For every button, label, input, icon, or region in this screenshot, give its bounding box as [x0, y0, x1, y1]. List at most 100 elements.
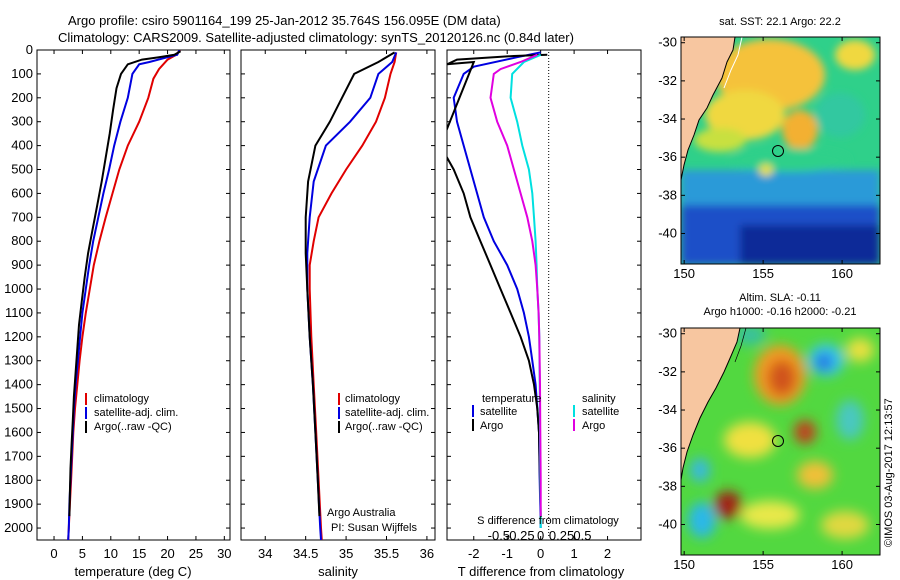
y-tick-label: 1100 [5, 305, 33, 320]
salinity-lines [304, 51, 398, 540]
map-y-tick-label: -38 [658, 187, 677, 202]
map-x-tick-label: 150 [673, 266, 695, 281]
y-tick-label: 1200 [4, 329, 33, 344]
y-tick-label: 500 [11, 162, 33, 177]
x-tick-label: 1 [570, 546, 577, 561]
y-tick-label: 300 [11, 114, 33, 129]
argo-australia-label: Argo Australia [327, 507, 396, 519]
map-y-tick-label: -38 [658, 478, 677, 493]
series-line [304, 51, 396, 517]
legend-label-t-satellite: satellite [480, 406, 517, 418]
imos-credit: ©IMOS 03-Aug-2017 12:13:57 [883, 398, 895, 547]
y-tick-label: 1400 [4, 377, 33, 392]
legend-header-temperature: temperature [482, 393, 541, 405]
legend-label-satellite: satellite-adj. clim. [94, 407, 178, 419]
legend-label-argo: Argo(..raw -QC) [94, 421, 172, 433]
temperature-xlabel: temperature (deg C) [74, 564, 191, 579]
y-tick-label: 200 [11, 90, 33, 105]
map-y-tick-label: -34 [658, 402, 677, 417]
sla-map: Altim. SLA: -0.11 Argo h1000: -0.16 h200… [658, 292, 881, 572]
x-tick-label: 34 [258, 546, 272, 561]
y-tick-label: 1700 [4, 448, 33, 463]
salinity-axes-frame [240, 49, 436, 541]
map-x-tick-label: 150 [673, 557, 695, 572]
sla-map-axes: 150 155 160 -30 -32 -34 -36 -38 -40 [658, 326, 880, 572]
map-y-tick-label: -34 [658, 111, 677, 126]
salinity-y-ticks [241, 49, 435, 529]
x-tick-label: 2 [604, 546, 611, 561]
map-y-tick-label: -30 [658, 35, 677, 50]
s-tick-label: 0.25 [549, 528, 574, 543]
y-tick-label: 800 [11, 233, 33, 248]
y-tick-label: 900 [11, 257, 33, 272]
x-tick-label: 15 [132, 546, 146, 561]
x-tick-label: 0 [537, 546, 544, 561]
sst-land [681, 37, 735, 180]
x-tick-label: -1 [501, 546, 513, 561]
sla-map-frame [680, 327, 881, 556]
legend-label-satellite: satellite-adj. clim. [345, 407, 429, 419]
map-y-tick-label: -36 [658, 440, 677, 455]
sst-map-axes: 150 155 160 -30 -32 -34 -36 -38 -40 [658, 35, 880, 281]
difference-x-axis: -2 -1 0 1 2 -0.5-0.25 0 0.25 0.5 [468, 50, 611, 561]
difference-y-ticks [447, 49, 641, 529]
legend-label-s-argo: Argo [582, 420, 605, 432]
x-tick-label: 30 [217, 546, 231, 561]
temperature-x-axis: 0 5 10 15 20 25 30 [50, 50, 232, 561]
difference-panel: -2 -1 0 1 2 -0.5-0.25 0 0.25 0.5 S difference fr… [446, 49, 642, 579]
sla-profile-location [772, 435, 784, 447]
x-tick-label: 20 [160, 546, 174, 561]
y-tick-label: 1300 [4, 353, 33, 368]
x-tick-label: 10 [104, 546, 118, 561]
legend-label-climatology: climatology [94, 393, 150, 405]
difference-legend: temperature salinity satellite Argo sate… [472, 393, 619, 432]
series-line [489, 53, 542, 517]
x-tick-label: 25 [189, 546, 203, 561]
x-tick-label: 35.5 [374, 546, 399, 561]
y-tick-label: 1500 [4, 401, 33, 416]
map-x-tick-label: 155 [752, 266, 774, 281]
y-tick-label: 700 [11, 209, 33, 224]
legend-label-climatology: climatology [345, 393, 401, 405]
legend-label-s-satellite: satellite [582, 406, 619, 418]
s-tick-label: -0.5 [488, 528, 510, 543]
sst-map-frame [680, 36, 881, 265]
sla-coastline [681, 328, 741, 481]
sla-map-title-1: Altim. SLA: -0.11 [739, 292, 821, 304]
y-tick-label: 1000 [4, 281, 33, 296]
y-tick-label: 1800 [4, 472, 33, 487]
legend-label-argo: Argo(..raw -QC) [345, 421, 423, 433]
x-tick-label: -2 [468, 546, 480, 561]
y-tick-label: 1600 [4, 424, 33, 439]
x-tick-label: 5 [79, 546, 86, 561]
y-tick-label: 600 [11, 185, 33, 200]
temperature-legend: climatology satellite-adj. clim. Argo(..… [85, 393, 178, 433]
s-tick-label: 0 [537, 528, 544, 543]
salinity-x-axis: 34 34.5 35 35.5 36 [258, 50, 434, 561]
salinity-legend: climatology satellite-adj. clim. Argo(..… [338, 393, 429, 433]
map-y-tick-label: -32 [658, 364, 677, 379]
y-tick-label: 2000 [4, 520, 33, 535]
series-line [68, 50, 182, 517]
sst-coastline [681, 37, 736, 181]
pi-label: PI: Susan Wijffels [331, 522, 417, 534]
sst-map-title: sat. SST: 22.1 Argo: 22.2 [719, 16, 841, 28]
sla-field [681, 328, 880, 555]
s-tick-label: -0.25 [505, 528, 535, 543]
map-x-tick-label: 160 [831, 557, 853, 572]
sla-map-title-2: Argo h1000: -0.16 h2000: -0.21 [704, 306, 857, 318]
map-y-tick-label: -40 [658, 516, 677, 531]
map-y-tick-label: -32 [658, 73, 677, 88]
sst-map: sat. SST: 22.1 Argo: 22.2 150 155 [658, 16, 881, 281]
depth-axis: 0 100 200 300 400 500 600 700 800 900 1000 1100 1200… [4, 42, 230, 535]
map-x-tick-label: 160 [831, 266, 853, 281]
title-line-1: Argo profile: csiro 5901164_199 25-Jan-2… [68, 13, 501, 28]
y-tick-label: 1900 [4, 496, 33, 511]
x-tick-label: 34.5 [293, 546, 318, 561]
sst-profile-location [772, 145, 784, 157]
s-difference-label: S difference from climatology [477, 515, 619, 527]
temperature-axes-frame [36, 49, 231, 541]
difference-lines [447, 51, 548, 529]
x-tick-label: 36 [420, 546, 434, 561]
